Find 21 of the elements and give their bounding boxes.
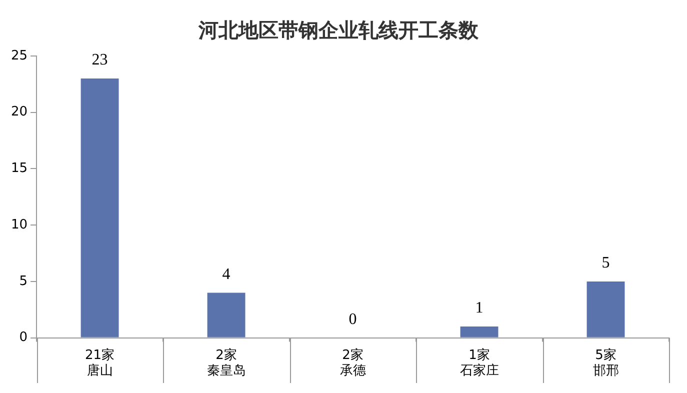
y-tick-label: 10 — [10, 217, 28, 232]
data-label: 5 — [602, 254, 610, 272]
y-tick-label: 20 — [10, 104, 28, 120]
y-tick-label: 5 — [19, 274, 28, 289]
chart-title: 河北地区带钢企业轧线开工条数 — [198, 18, 480, 42]
y-tick-label: 15 — [10, 161, 28, 176]
x-tick-label: 5家邯邢 — [592, 346, 619, 379]
x-tick-label: 21家唐山 — [85, 346, 115, 379]
data-label: 23 — [92, 52, 108, 69]
data-label: 0 — [348, 311, 357, 328]
bar — [460, 326, 498, 338]
bar — [586, 281, 625, 338]
data-label: 4 — [222, 266, 230, 283]
y-tick-label: 25 — [10, 48, 28, 64]
data-label: 1 — [475, 300, 484, 317]
x-tick-label: 2家承德 — [340, 346, 366, 379]
x-tick-label: 1家石家庄 — [460, 346, 499, 379]
bar — [207, 292, 246, 338]
bar — [80, 78, 119, 338]
x-tick-label: 2家秦皇岛 — [206, 346, 246, 379]
y-tick-label: 0 — [19, 330, 28, 346]
